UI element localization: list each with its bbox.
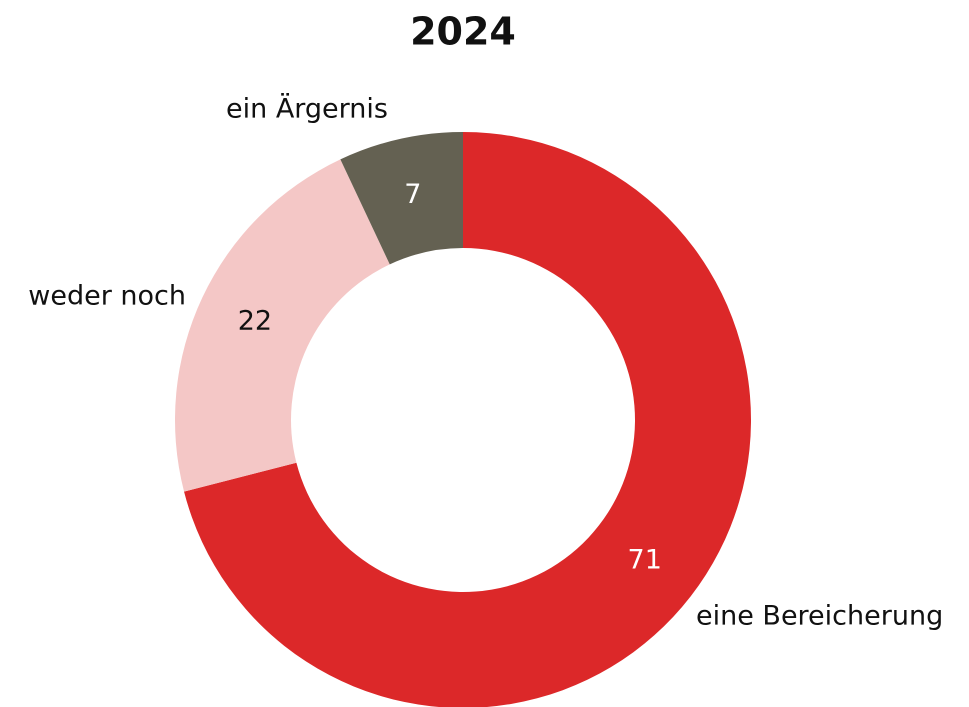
value-label: 7 xyxy=(404,179,421,210)
category-label: weder noch xyxy=(28,281,186,312)
donut-slice xyxy=(340,132,463,265)
donut-slice xyxy=(174,159,390,492)
chart-title: 2024 xyxy=(410,10,516,54)
donut-slice xyxy=(184,132,751,707)
value-label: 22 xyxy=(238,306,272,337)
category-label: ein Ärgernis xyxy=(226,93,388,125)
category-label: eine Bereicherung xyxy=(696,601,943,632)
value-label: 71 xyxy=(628,544,662,575)
